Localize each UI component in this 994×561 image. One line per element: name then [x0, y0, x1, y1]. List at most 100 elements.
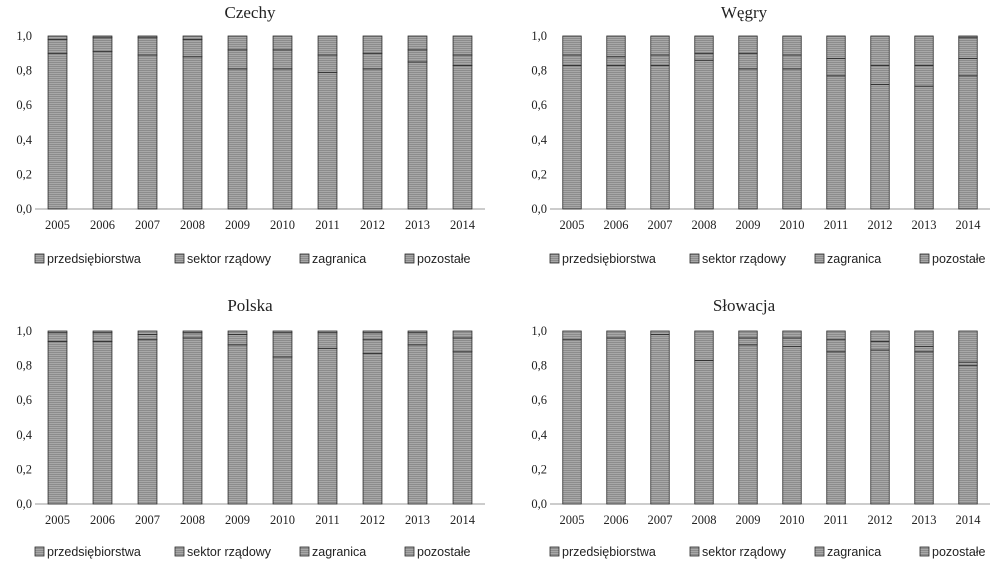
bar-segment-1	[137, 339, 158, 505]
legend-label: pozostałe	[932, 252, 986, 266]
bar-segment-1	[870, 349, 890, 505]
x-tick-label: 2009	[736, 218, 761, 232]
y-tick-label: 0,0	[16, 202, 32, 216]
bar-segment-1	[227, 344, 248, 505]
y-tick-label: 0,4	[16, 428, 32, 442]
bar-segment-2	[958, 361, 978, 367]
legend-label: przedsiębiorstwa	[562, 252, 656, 266]
bar-segment-2	[694, 52, 714, 61]
bar-segment-3	[870, 330, 890, 342]
legend-swatch	[174, 253, 185, 264]
bar-segment-2	[650, 330, 670, 335]
bar-segment-2	[958, 58, 978, 77]
y-tick-label: 0,4	[531, 133, 547, 147]
bar-segment-1	[182, 337, 203, 505]
bar-segment-2	[362, 52, 383, 70]
bar-segment-1	[47, 52, 68, 210]
bar-segment-1	[137, 54, 158, 210]
bar-segment-2	[826, 339, 846, 353]
x-tick-label: 2010	[780, 513, 805, 527]
chart-title: Słowacja	[713, 296, 776, 315]
bar-segment-3	[452, 35, 473, 56]
legend-swatch	[299, 253, 310, 264]
bar-segment-1	[227, 68, 248, 210]
legend-label: zagranica	[312, 545, 366, 559]
bar-segment-2	[227, 49, 248, 70]
bar-segment-3	[227, 35, 248, 51]
bar-segment-1	[650, 65, 670, 210]
bar-segment-2	[826, 58, 846, 77]
legend-swatch	[404, 253, 415, 264]
bar-segment-1	[92, 51, 113, 210]
legend-label: zagranica	[312, 252, 366, 266]
y-tick-label: 0,2	[16, 462, 32, 476]
bar-segment-3	[826, 35, 846, 59]
bar-segment-2	[182, 332, 203, 339]
x-tick-label: 2013	[405, 513, 430, 527]
bar-segment-3	[407, 330, 428, 334]
x-tick-label: 2011	[315, 218, 340, 232]
bar-segment-3	[182, 35, 203, 40]
bar-segment-1	[317, 71, 338, 210]
bar-segment-2	[137, 334, 158, 341]
bar-segment-3	[227, 330, 248, 335]
bar-segment-3	[362, 35, 383, 54]
bar-segment-2	[562, 54, 582, 66]
bar-segment-1	[914, 85, 934, 210]
bar-segment-2	[562, 330, 582, 341]
x-tick-label: 2008	[692, 218, 717, 232]
bar-segment-1	[362, 353, 383, 505]
bar-segment-4	[362, 330, 383, 334]
bar-segment-2	[47, 332, 68, 342]
bar-segment-2	[606, 330, 626, 339]
legend-swatch	[34, 546, 45, 557]
legend-swatch	[689, 253, 700, 264]
bar-segment-3	[47, 35, 68, 40]
chart-title: Polska	[227, 296, 273, 315]
bar-segment-3	[738, 35, 758, 54]
bar-segment-1	[606, 337, 626, 505]
legend-swatch	[549, 546, 560, 557]
bar-segment-1	[650, 334, 670, 505]
bar-segment-1	[826, 351, 846, 505]
bar-segment-1	[826, 75, 846, 210]
bar-segment-1	[92, 340, 113, 505]
bar-segment-2	[227, 334, 248, 346]
bar-segment-1	[562, 65, 582, 210]
bar-segment-1	[738, 344, 758, 505]
x-tick-label: 2013	[912, 513, 937, 527]
bar-segment-2	[694, 330, 714, 361]
y-tick-label: 0,2	[531, 167, 547, 181]
y-tick-label: 0,8	[16, 64, 32, 78]
legend-label: sektor rządowy	[187, 545, 272, 559]
legend-label: pozostałe	[417, 545, 471, 559]
bar-segment-1	[782, 346, 802, 505]
x-tick-label: 2013	[912, 218, 937, 232]
bar-segment-2	[870, 340, 890, 351]
legend-label: sektor rządowy	[702, 545, 787, 559]
y-tick-label: 0,0	[531, 202, 547, 216]
legend-swatch	[814, 546, 825, 557]
x-tick-label: 2009	[225, 513, 250, 527]
chart-panel-3: Polska 0,0 0,2 0,4 0,6 0,8 1,0 2005 2006 2007 2008…	[16, 296, 485, 559]
legend-swatch	[689, 546, 700, 557]
bar-segment-2	[92, 37, 113, 52]
y-tick-label: 0,0	[531, 497, 547, 511]
bar-segment-3	[137, 330, 158, 335]
legend-label: zagranica	[827, 252, 881, 266]
bar-segment-1	[958, 365, 978, 505]
bar-segment-3	[958, 37, 978, 59]
bar-segment-2	[782, 54, 802, 70]
x-tick-label: 2009	[225, 218, 250, 232]
bar-segment-1	[407, 344, 428, 505]
bar-segment-2	[870, 65, 890, 85]
bar-segment-3	[782, 35, 802, 56]
bar-segment-1	[407, 61, 428, 210]
bar-segment-2	[650, 54, 670, 66]
x-tick-label: 2013	[405, 218, 430, 232]
bar-segment-2	[452, 337, 473, 353]
x-tick-label: 2012	[868, 218, 893, 232]
x-tick-label: 2006	[90, 513, 115, 527]
x-tick-label: 2006	[604, 218, 629, 232]
